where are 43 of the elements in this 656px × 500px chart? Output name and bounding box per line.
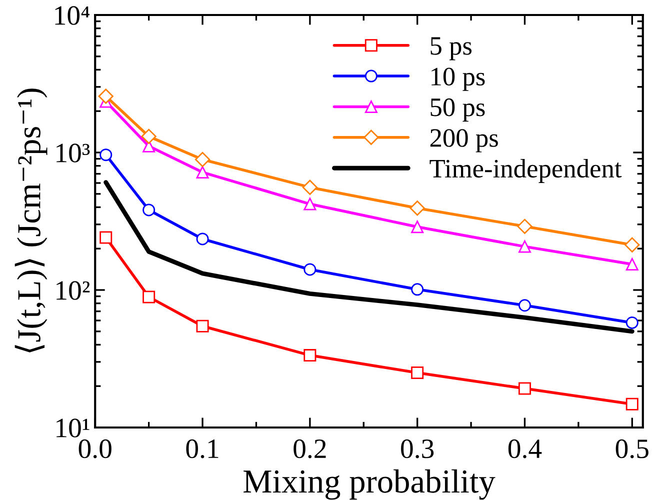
x-tick-label: 0.3	[401, 439, 434, 458]
x-tick-label: 0.0	[78, 439, 112, 458]
point	[624, 237, 640, 252]
point	[194, 152, 210, 168]
point	[141, 128, 156, 144]
point	[100, 231, 112, 244]
x-tick-label: 0.4	[508, 439, 542, 458]
point	[196, 320, 209, 332]
legend-label: 200 ps	[430, 129, 498, 152]
point	[626, 398, 638, 410]
y-tick-label: 10⁴	[55, 6, 90, 25]
point	[304, 263, 316, 276]
legend-label: 10 ps	[432, 68, 485, 91]
y-tick-label: 10³	[56, 144, 90, 162]
point	[98, 88, 114, 104]
point	[304, 349, 316, 362]
y-axis-title: ⟨J(t,L)⟩ (Jcm⁻²ps⁻¹)	[14, 88, 48, 352]
legend-label: 50 ps	[430, 98, 485, 122]
x-tick-label: 0.5	[616, 439, 648, 458]
point	[410, 200, 425, 216]
point	[100, 148, 112, 162]
point	[517, 218, 532, 234]
legend-label: Time-independent	[430, 159, 622, 183]
point	[196, 232, 209, 246]
point	[142, 290, 156, 304]
y-tick-label: 10¹	[56, 418, 90, 438]
point	[626, 316, 638, 329]
x-tick-label: 0.1	[186, 439, 218, 458]
point	[626, 258, 638, 270]
point	[518, 240, 531, 253]
legend-label: 5 ps	[430, 37, 472, 60]
point	[302, 180, 318, 195]
point	[411, 366, 424, 380]
point	[518, 382, 531, 395]
point	[142, 204, 156, 216]
x-axis-title: Mixing probability	[244, 469, 496, 500]
point	[411, 283, 424, 296]
point	[196, 166, 209, 179]
x-tick-label: 0.2	[294, 439, 326, 458]
point	[518, 299, 531, 312]
y-tick-label: 10²	[56, 281, 90, 300]
point	[411, 220, 424, 234]
point	[304, 198, 316, 210]
